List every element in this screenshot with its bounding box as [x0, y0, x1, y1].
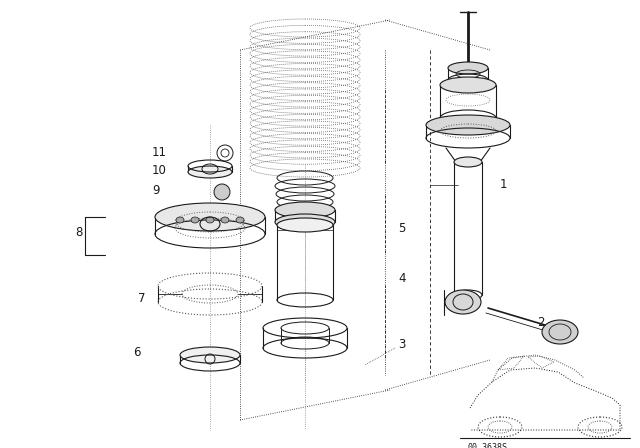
Text: 3: 3 — [398, 339, 405, 352]
Ellipse shape — [445, 290, 481, 314]
Ellipse shape — [206, 217, 214, 223]
Text: 1: 1 — [500, 178, 508, 191]
Ellipse shape — [454, 157, 482, 167]
Text: 9: 9 — [152, 184, 159, 197]
Ellipse shape — [155, 203, 265, 231]
Text: 10: 10 — [152, 164, 167, 177]
Text: 00_3638S: 00_3638S — [468, 442, 508, 448]
Text: 5: 5 — [398, 221, 405, 234]
Text: 7: 7 — [138, 292, 145, 305]
Ellipse shape — [188, 166, 232, 178]
Ellipse shape — [275, 214, 335, 230]
Text: 11: 11 — [152, 146, 167, 159]
Text: 8: 8 — [75, 225, 83, 238]
Text: 2: 2 — [537, 316, 545, 329]
Ellipse shape — [275, 202, 335, 218]
Ellipse shape — [221, 217, 229, 223]
Ellipse shape — [277, 218, 333, 232]
Ellipse shape — [191, 217, 199, 223]
Ellipse shape — [448, 62, 488, 74]
Ellipse shape — [214, 184, 230, 200]
Ellipse shape — [440, 77, 496, 93]
Text: 6: 6 — [133, 345, 141, 358]
Ellipse shape — [180, 347, 240, 363]
Ellipse shape — [236, 217, 244, 223]
Text: 4: 4 — [398, 271, 406, 284]
Ellipse shape — [542, 320, 578, 344]
Ellipse shape — [426, 115, 510, 135]
Ellipse shape — [176, 217, 184, 223]
